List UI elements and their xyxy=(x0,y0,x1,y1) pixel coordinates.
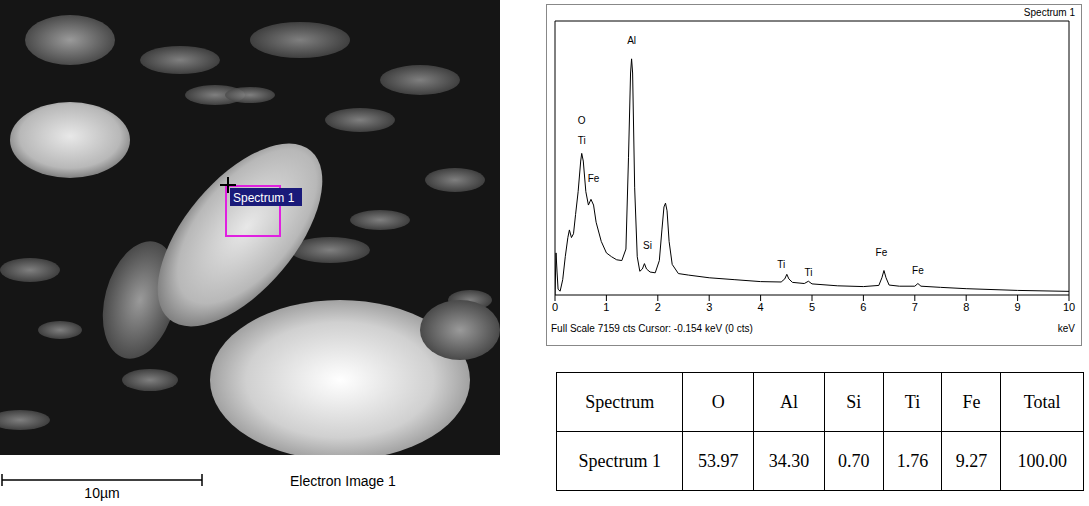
html-text:Spectrum 1: Spectrum 1 xyxy=(1023,7,1075,18)
svg-text:Ti: Ti xyxy=(578,135,586,146)
svg-text:Electron Image 1: Electron Image 1 xyxy=(290,473,396,489)
svg-text:Al: Al xyxy=(627,35,636,46)
svg-text:3: 3 xyxy=(706,301,712,313)
svg-text:2: 2 xyxy=(655,301,661,313)
svg-text:5: 5 xyxy=(809,301,815,313)
html-text:0.70: 0.70 xyxy=(838,450,870,471)
html-text:Ti: Ti xyxy=(904,391,921,412)
html-text:Al: Al xyxy=(779,391,798,412)
html-text:Full Scale 7159 cts Cursor: -0: Full Scale 7159 cts Cursor: -0.154 keV (… xyxy=(551,323,753,334)
svg-text:10: 10 xyxy=(1063,301,1075,313)
html-text:100.00: 100.00 xyxy=(1017,450,1067,471)
svg-text:0: 0 xyxy=(552,301,558,313)
svg-text:Si: Si xyxy=(643,240,652,251)
svg-text:Spectrum 1: Spectrum 1 xyxy=(233,191,295,205)
html-text:9.27: 9.27 xyxy=(955,450,988,471)
svg-text:Ti: Ti xyxy=(777,259,785,270)
html-text:Total: Total xyxy=(1023,391,1061,412)
html-text:Fe: Fe xyxy=(962,391,981,412)
html-text:53.97: 53.97 xyxy=(697,450,739,471)
html-text:Spectrum: Spectrum xyxy=(585,391,655,412)
svg-text:4: 4 xyxy=(758,301,764,313)
svg-text:Ti: Ti xyxy=(804,267,812,278)
html-text:Si: Si xyxy=(846,391,862,412)
html-text:34.30: 34.30 xyxy=(768,450,810,471)
svg-text:8: 8 xyxy=(963,301,969,313)
html-text:Spectrum 1: Spectrum 1 xyxy=(578,450,661,471)
svg-text:9: 9 xyxy=(1015,301,1021,313)
svg-text:7: 7 xyxy=(912,301,918,313)
svg-text:Fe: Fe xyxy=(876,247,888,258)
svg-text:1: 1 xyxy=(603,301,609,313)
svg-text:Fe: Fe xyxy=(912,265,924,276)
html-text:keV: keV xyxy=(1057,323,1075,334)
svg-text:10µm: 10µm xyxy=(84,485,119,501)
html-text:1.76: 1.76 xyxy=(896,450,929,471)
svg-text:O: O xyxy=(578,115,586,126)
svg-text:Fe: Fe xyxy=(588,173,600,184)
svg-text:6: 6 xyxy=(860,301,866,313)
html-text:O: O xyxy=(711,391,725,412)
